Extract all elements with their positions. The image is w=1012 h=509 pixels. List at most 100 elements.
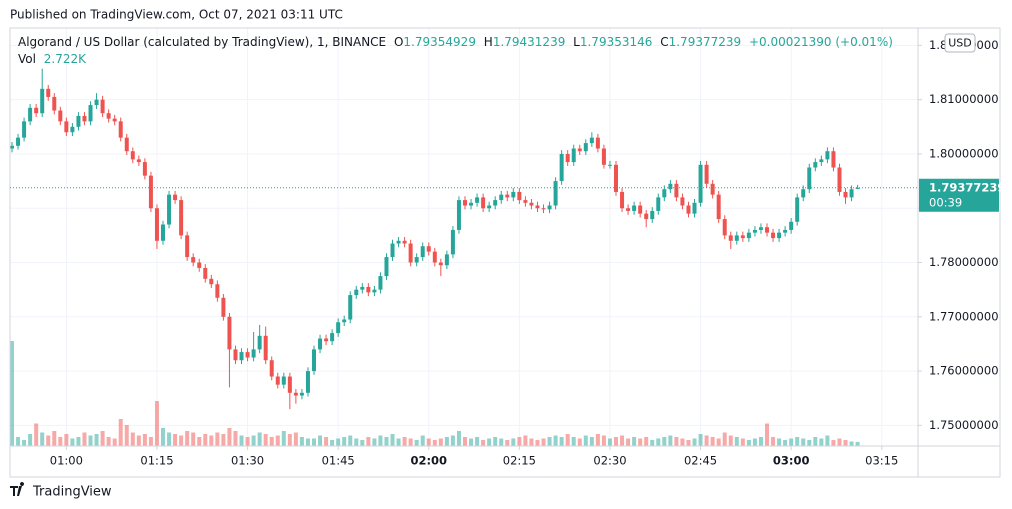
volume-bar [614, 437, 618, 446]
candle-body [789, 221, 794, 230]
volume-bar [293, 432, 298, 446]
y-tick-label: 1.78000000 [929, 255, 999, 269]
candle-body [565, 153, 570, 163]
candle-body [692, 202, 697, 214]
x-tick-label: 02:30 [593, 454, 626, 468]
candle-body [795, 197, 800, 222]
candle-body [215, 284, 220, 298]
volume-bar [70, 438, 75, 446]
volume-bar [305, 438, 310, 446]
currency[interactable]: USD [948, 37, 972, 50]
x-tick-label: 01:15 [140, 454, 173, 468]
volume-bar [795, 437, 800, 446]
candle-body [849, 189, 854, 198]
candle-body [680, 197, 685, 206]
volume-bar [571, 437, 576, 446]
l-value: 1.79353146 [580, 35, 653, 49]
y-tick-label: 1.80000000 [929, 146, 999, 160]
change: +0.00021390 (+0.01%) [749, 35, 893, 49]
candle-body [366, 286, 371, 293]
volume-bar [88, 435, 93, 446]
candle-body [813, 162, 818, 168]
volume-bar [324, 437, 329, 446]
candle-body [571, 148, 576, 163]
volume-bar [686, 440, 691, 446]
volume-bar [740, 438, 745, 446]
x-tick-label: 03:15 [865, 454, 898, 468]
candle-body [487, 205, 492, 209]
candle-body [758, 227, 763, 230]
volume-bar [94, 434, 99, 446]
volume-bar [698, 434, 703, 446]
volume-bar [106, 437, 111, 446]
volume-bar [64, 434, 69, 446]
volume-bar [710, 437, 715, 446]
volume-bar [396, 438, 401, 446]
volume-bar [130, 432, 135, 446]
volume-bar [118, 419, 123, 446]
candle-body [819, 159, 824, 163]
volume-bar [52, 431, 57, 446]
candle-body [771, 232, 776, 239]
volume-bar [638, 438, 643, 446]
volume-bar [34, 423, 39, 446]
candle-body [130, 151, 135, 160]
candle-body [855, 187, 860, 189]
volume-bar [632, 437, 637, 446]
volume-bar [752, 438, 757, 446]
volume-bar [493, 437, 498, 446]
candle-body [245, 352, 250, 358]
candle-body [783, 229, 788, 233]
volume-bar [251, 435, 256, 446]
candle-body [638, 205, 643, 214]
volume-bar [299, 437, 304, 446]
candle-body [505, 194, 510, 198]
volume-bar [565, 434, 570, 446]
candle-body [82, 115, 87, 122]
candle-body [100, 99, 105, 114]
volume-bar [777, 438, 782, 446]
volume-bar [656, 438, 661, 446]
candle-body [626, 208, 631, 211]
candle-body [535, 205, 540, 209]
volume-bar [843, 440, 848, 446]
volume-bar [626, 438, 631, 446]
y-tick-label: 1.77000000 [929, 309, 999, 323]
candle-body [227, 316, 232, 350]
volume-bar [758, 437, 763, 446]
last-price-label: 1.79377239 [929, 181, 1005, 195]
candle-body [251, 349, 256, 358]
volume-bar [529, 438, 534, 446]
candle-body [396, 240, 401, 244]
volume-bar [746, 440, 751, 446]
candle-body [64, 121, 69, 133]
candle-body [704, 164, 709, 184]
volume-bar [281, 431, 286, 446]
candle-body [402, 240, 407, 244]
vol-value: 2.722K [44, 52, 87, 66]
volume-bar [336, 438, 341, 446]
candle-body [722, 219, 727, 236]
l-label: L [573, 35, 580, 49]
candle-body [348, 295, 353, 320]
volume-bar [154, 401, 159, 446]
volume-bar [849, 441, 854, 446]
candle-body [450, 229, 455, 255]
candle-body [312, 349, 316, 372]
volume-bar [136, 435, 141, 446]
x-tick-label: 02:15 [503, 454, 536, 468]
volume-bar [263, 434, 268, 446]
axes: 1.75000000 1.76000000 1.77000000 1.78000000… [10, 38, 1005, 468]
candle-body [559, 153, 564, 182]
volume-bar [402, 437, 407, 446]
candle-body [179, 200, 184, 236]
volume-bar [535, 440, 540, 446]
volume-bar [444, 437, 449, 446]
legend-line: Algorand / US Dollar (calculated by Trad… [18, 35, 893, 49]
volume-bar [366, 437, 371, 446]
volume-bar [148, 437, 153, 446]
currency-badge[interactable] [944, 33, 976, 53]
volume-bar [559, 437, 564, 446]
volume-bar [783, 440, 788, 446]
volume-bar [499, 438, 504, 446]
